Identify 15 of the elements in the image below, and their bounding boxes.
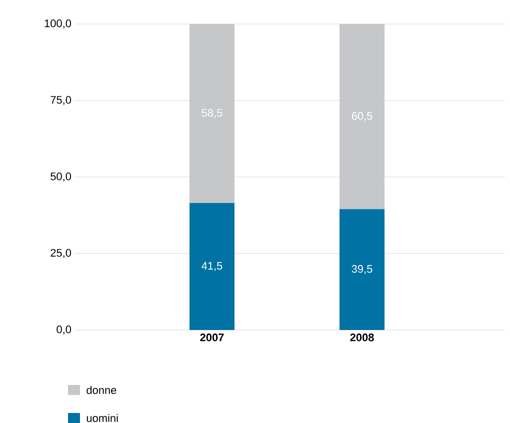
bar	[340, 209, 385, 330]
y-tick-label: 25,0	[50, 248, 72, 258]
legend-label: donne	[86, 386, 116, 394]
data-label: 41,5	[202, 262, 222, 271]
x-tick-label: 2008	[350, 334, 374, 342]
bar	[189, 203, 234, 330]
y-tick-label: 100,0	[44, 19, 72, 29]
data-label: 58,5	[202, 108, 222, 118]
legend-label: uomini	[86, 414, 118, 422]
y-tick-label: 50,0	[50, 172, 72, 182]
data-label: 39,5	[352, 265, 372, 274]
y-tick-label: 75,0	[50, 96, 72, 106]
x-tick-label: 2007	[200, 334, 224, 342]
y-tick-label: 0,0	[56, 325, 72, 335]
data-label: 60,5	[352, 112, 372, 122]
